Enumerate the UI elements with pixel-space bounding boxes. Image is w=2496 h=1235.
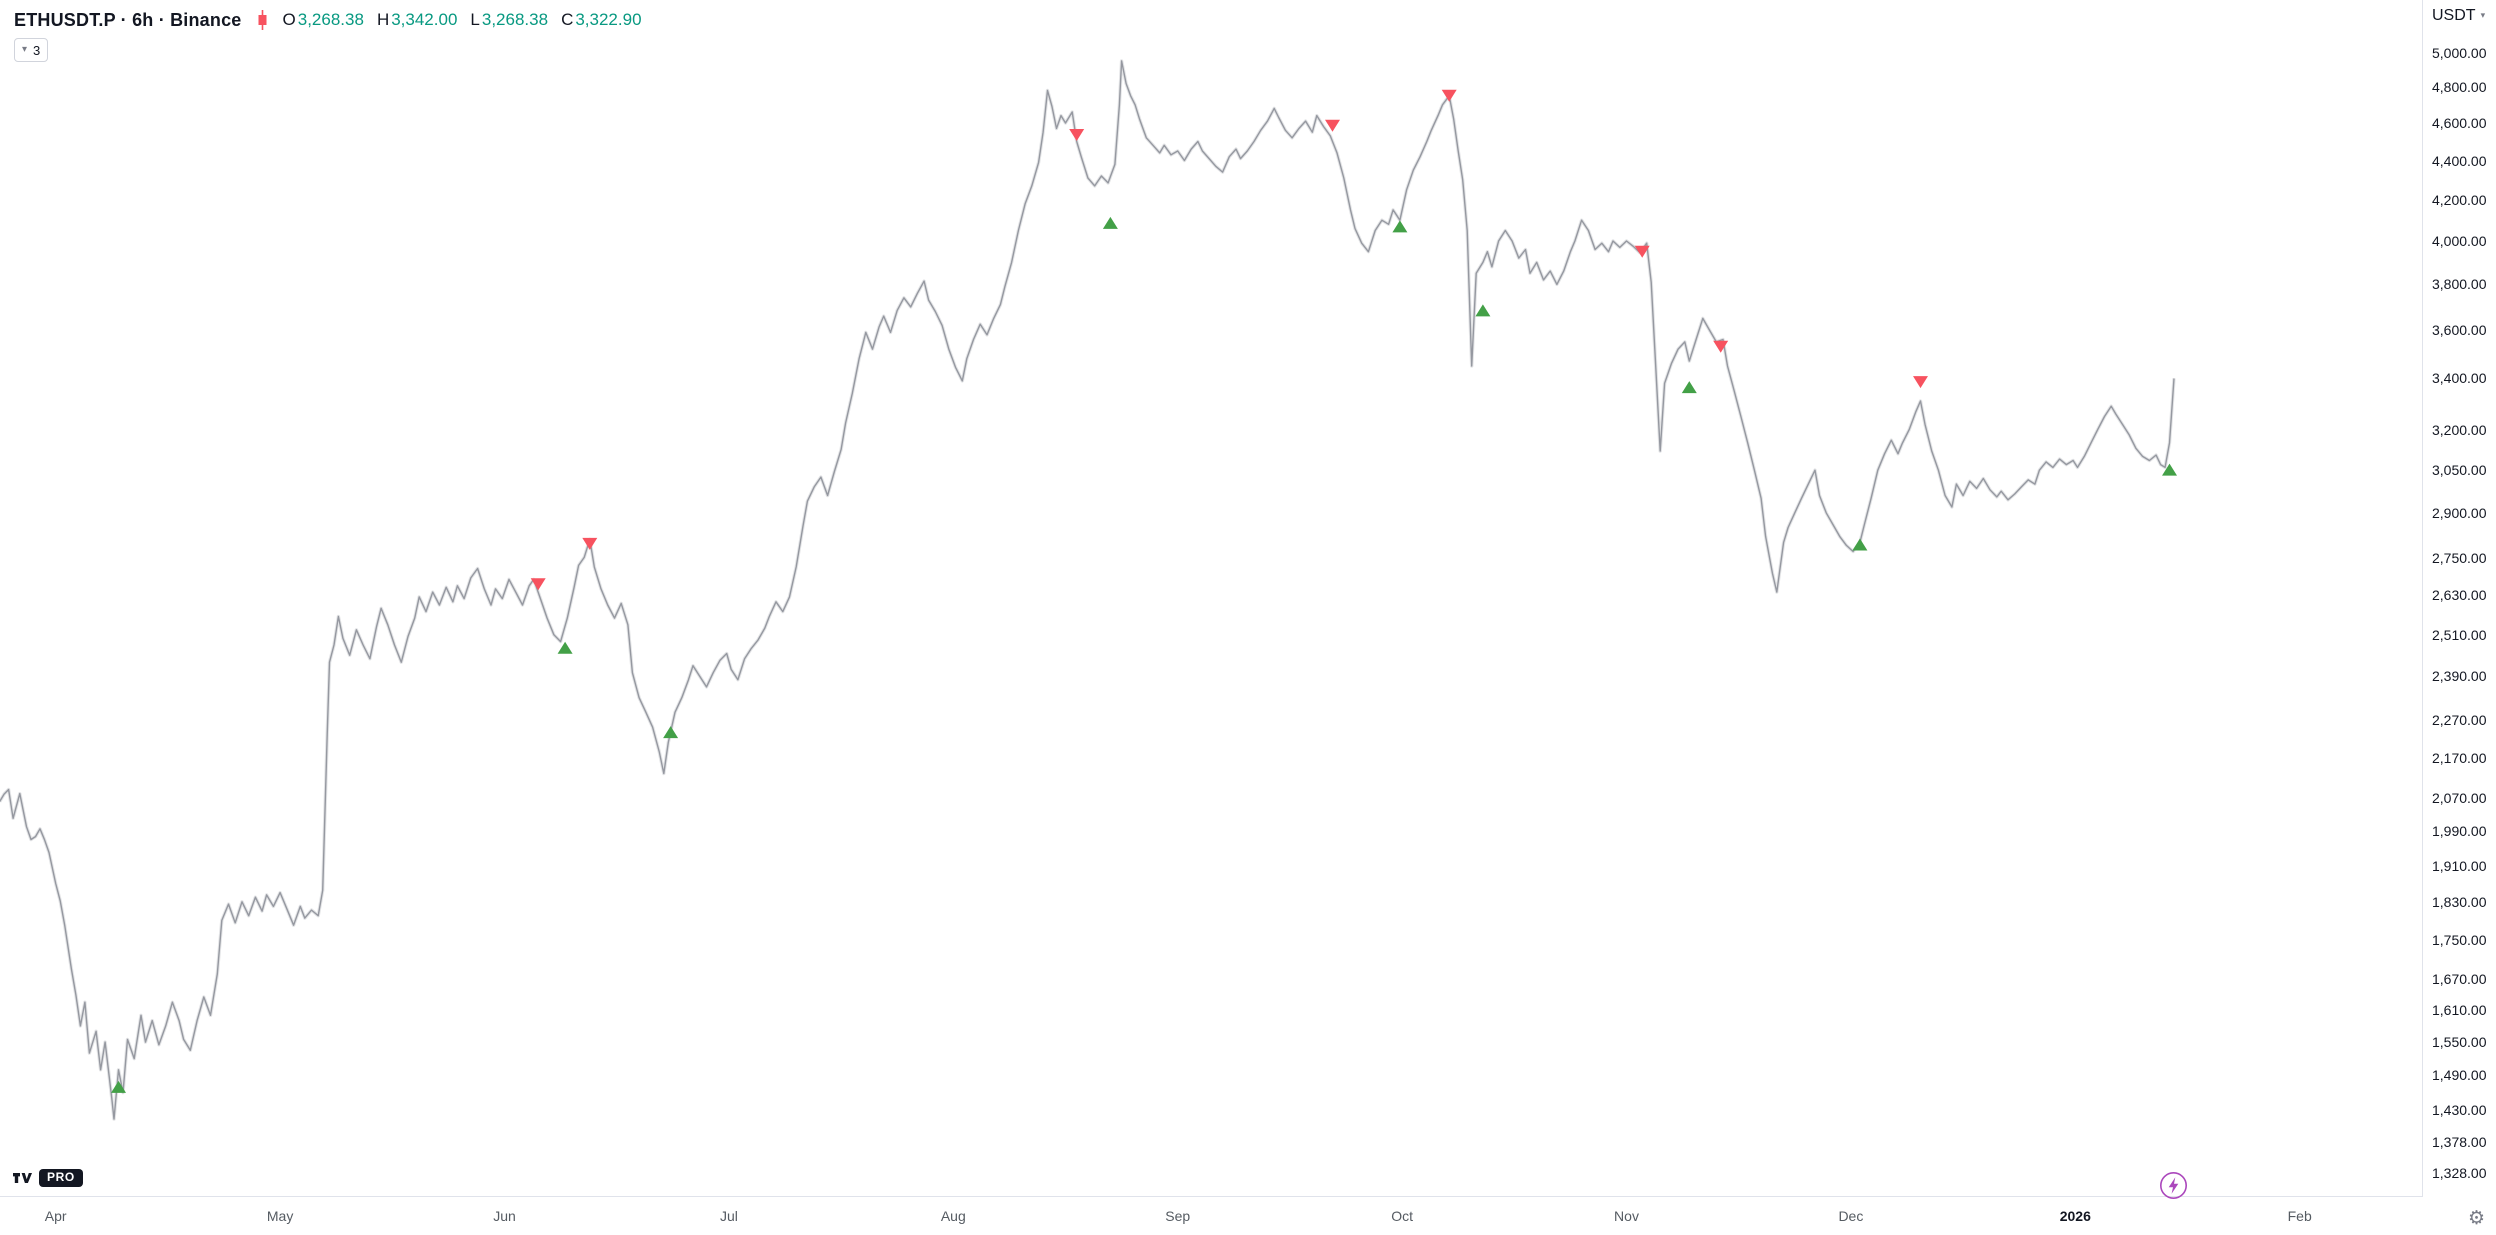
high-pair: H 3,342.00	[377, 10, 457, 30]
price-tick-label: 1,550.00	[2432, 1034, 2487, 1051]
time-tick-label: Jun	[493, 1208, 516, 1224]
time-tick-label: Oct	[1391, 1208, 1413, 1224]
candle-chart-icon	[256, 9, 269, 31]
price-tick-label: 2,390.00	[2432, 668, 2487, 685]
price-axis[interactable]: USDT ▾ 5,000.00 4,800.00 4,600.00 4,400.00 4…	[2422, 0, 2496, 1197]
time-tick-label: Sep	[1165, 1208, 1191, 1224]
price-tick-label: 2,630.00	[2432, 587, 2487, 604]
price-tick-label: 4,800.00	[2432, 79, 2487, 95]
time-tick-label: May	[266, 1208, 294, 1224]
open-label: O	[282, 10, 296, 29]
price-tick-label: 2,070.00	[2432, 789, 2487, 806]
price-tick-label: 1,910.00	[2432, 857, 2487, 874]
time-tick-label: Apr	[44, 1208, 67, 1224]
price-tick-label: 2,270.00	[2432, 711, 2487, 728]
price-tick-label: 3,200.00	[2432, 421, 2487, 438]
high-label: H	[376, 10, 390, 29]
open-pair: O 3,268.38	[283, 10, 364, 30]
pro-badge: PRO	[39, 1169, 83, 1188]
low-pair: L 3,268.38	[470, 10, 548, 30]
chevron-down-icon: ▾	[2480, 11, 2486, 21]
price-tick-label: 3,600.00	[2432, 322, 2487, 339]
tradingview-logo[interactable]: PRO	[13, 1169, 83, 1188]
time-tick-label: Jul	[719, 1208, 738, 1224]
price-tick-label: 4,200.00	[2432, 191, 2487, 208]
low-value: 3,268.38	[481, 10, 549, 29]
lightning-icon	[2160, 1172, 2187, 1199]
price-tick-label: 1,670.00	[2432, 971, 2487, 988]
symbol-legend: ETHUSDT.P · 6h · Binance O 3,268.38 H 3,34…	[14, 9, 642, 31]
close-label: C	[561, 10, 574, 29]
price-tick-label: 4,600.00	[2432, 115, 2487, 131]
price-tick-label: 2,510.00	[2432, 626, 2487, 643]
price-tick-label: 1,430.00	[2432, 1102, 2487, 1119]
price-tick-label: 1,750.00	[2432, 931, 2487, 948]
time-tick-label: 2026	[2059, 1208, 2091, 1224]
chevron-down-icon: ▾	[22, 44, 28, 55]
time-axis[interactable]: Apr May Jun Jul Aug Sep Oct Nov Dec 2026 Feb	[0, 1196, 2496, 1235]
time-tick-label: Dec	[1838, 1208, 1864, 1224]
low-label: L	[470, 10, 480, 29]
high-value: 3,342.00	[391, 10, 458, 29]
price-tick-label: 2,900.00	[2432, 504, 2487, 521]
time-tick-label: Nov	[1614, 1208, 1639, 1224]
hidden-indicators-count: 3	[33, 42, 41, 58]
time-tick-label: Feb	[2287, 1208, 2312, 1224]
price-tick-label: 3,800.00	[2432, 276, 2487, 293]
time-tick-label: Aug	[940, 1208, 966, 1224]
price-tick-label: 1,610.00	[2432, 1002, 2487, 1018]
price-tick-label: 1,990.00	[2432, 823, 2487, 839]
price-tick-label: 1,490.00	[2432, 1067, 2487, 1084]
currency-selector[interactable]: USDT ▾	[2432, 7, 2485, 25]
price-tick-label: 1,378.00	[2432, 1133, 2487, 1150]
ohlc-values: O 3,268.38 H 3,342.00 L 3,268.38 C 3,322.90	[283, 10, 642, 30]
price-tick-label: 1,830.00	[2432, 893, 2487, 910]
close-pair: C 3,322.90	[561, 10, 641, 30]
settings-gear-icon[interactable]: ⚙	[2467, 1207, 2485, 1229]
symbol-title[interactable]: ETHUSDT.P · 6h · Binance	[14, 9, 242, 30]
currency-label: USDT	[2432, 7, 2476, 24]
price-chart[interactable]	[0, 0, 2422, 1197]
price-tick-label: 5,000.00	[2432, 44, 2487, 61]
lightning-boost-button[interactable]	[2159, 1171, 2188, 1200]
open-value: 3,268.38	[297, 10, 364, 29]
price-tick-label: 3,400.00	[2432, 370, 2487, 387]
legend-collapse-button[interactable]: ▾ 3	[14, 38, 49, 62]
price-tick-label: 2,750.00	[2432, 549, 2487, 566]
price-tick-label: 4,400.00	[2432, 152, 2487, 169]
price-tick-label: 4,000.00	[2432, 233, 2487, 249]
close-value: 3,322.90	[575, 10, 642, 29]
tradingview-logo-icon	[13, 1173, 32, 1184]
signal-markers	[111, 89, 2177, 1093]
price-tick-label: 3,050.00	[2432, 462, 2487, 479]
price-tick-label: 1,328.00	[2432, 1164, 2487, 1181]
price-tick-label: 2,170.00	[2432, 749, 2487, 766]
